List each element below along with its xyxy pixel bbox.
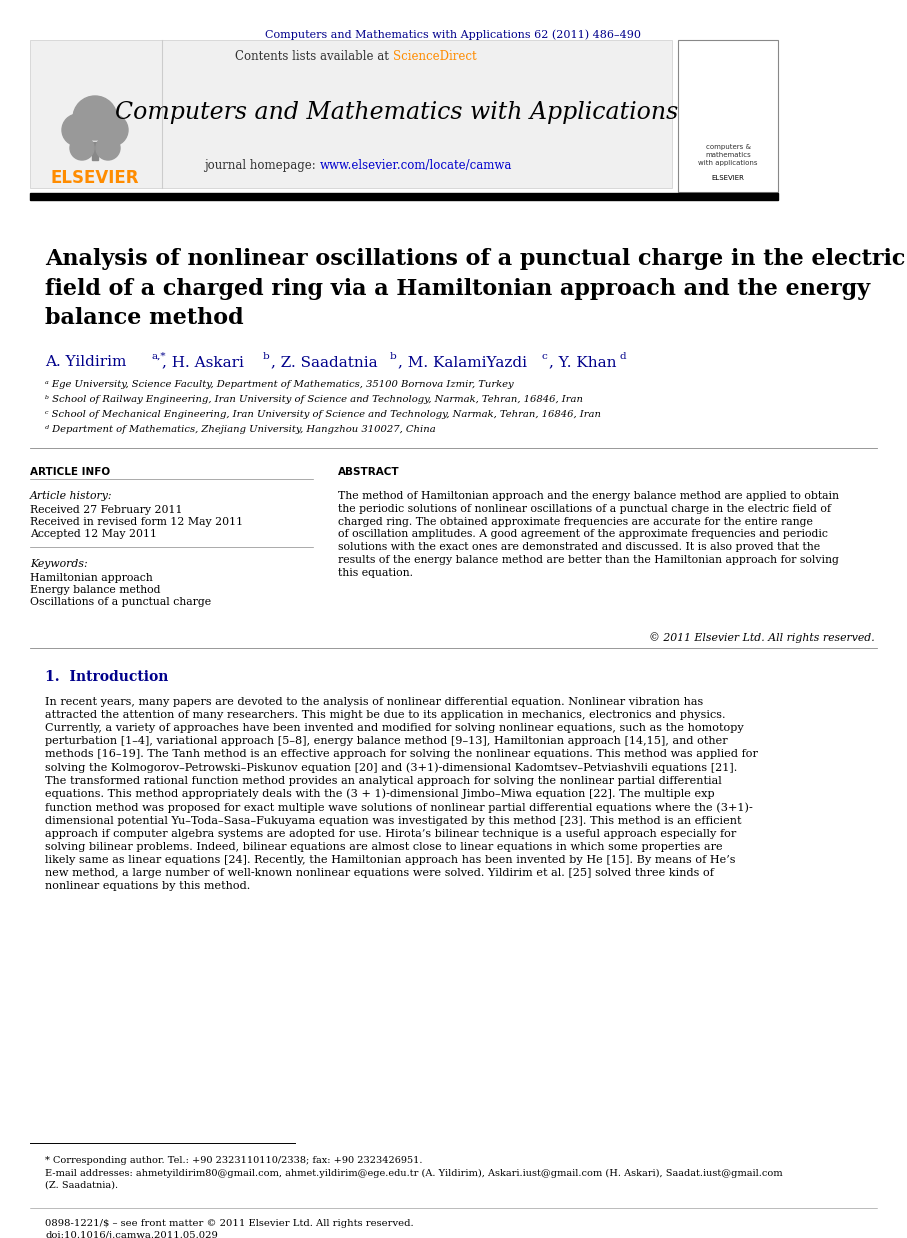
Text: b: b (263, 352, 269, 361)
Text: In recent years, many papers are devoted to the analysis of nonlinear differenti: In recent years, many papers are devoted… (45, 697, 758, 891)
Text: doi:10.1016/j.camwa.2011.05.029: doi:10.1016/j.camwa.2011.05.029 (45, 1231, 218, 1238)
Text: , H. Askari: , H. Askari (162, 355, 244, 369)
Circle shape (96, 114, 128, 146)
Text: * Corresponding author. Tel.: +90 2323110110/2338; fax: +90 2323426951.: * Corresponding author. Tel.: +90 232311… (45, 1156, 423, 1165)
FancyBboxPatch shape (30, 40, 672, 188)
Text: c: c (541, 352, 547, 361)
Text: E-mail addresses: ahmetyildirim80@gmail.com, ahmet.yildirim@ege.edu.tr (A. Yildi: E-mail addresses: ahmetyildirim80@gmail.… (45, 1169, 783, 1179)
Text: Received 27 February 2011: Received 27 February 2011 (30, 505, 182, 515)
Circle shape (62, 114, 94, 146)
Circle shape (73, 97, 117, 140)
Text: Accepted 12 May 2011: Accepted 12 May 2011 (30, 529, 157, 539)
Text: A. Yildirim: A. Yildirim (45, 355, 126, 369)
Text: Computers and Mathematics with Applications 62 (2011) 486–490: Computers and Mathematics with Applicati… (265, 30, 641, 41)
Text: Keywords:: Keywords: (30, 560, 88, 569)
Text: 1.  Introduction: 1. Introduction (45, 670, 169, 685)
Text: ᵇ School of Railway Engineering, Iran University of Science and Technology, Narm: ᵇ School of Railway Engineering, Iran Un… (45, 395, 583, 404)
Bar (92, 142, 98, 160)
Text: ELSEVIER: ELSEVIER (51, 170, 140, 187)
Text: , Z. Saadatnia: , Z. Saadatnia (271, 355, 377, 369)
Text: ᶜ School of Mechanical Engineering, Iran University of Science and Technology, N: ᶜ School of Mechanical Engineering, Iran… (45, 410, 601, 418)
Text: Computers and Mathematics with Applications: Computers and Mathematics with Applicati… (115, 100, 678, 124)
Text: ᵈ Department of Mathematics, Zhejiang University, Hangzhou 310027, China: ᵈ Department of Mathematics, Zhejiang Un… (45, 425, 435, 435)
Text: 0898-1221/$ – see front matter © 2011 Elsevier Ltd. All rights reserved.: 0898-1221/$ – see front matter © 2011 El… (45, 1219, 414, 1228)
Text: Oscillations of a punctual charge: Oscillations of a punctual charge (30, 597, 211, 607)
Text: © 2011 Elsevier Ltd. All rights reserved.: © 2011 Elsevier Ltd. All rights reserved… (649, 633, 875, 643)
Text: Contents lists available at: Contents lists available at (236, 51, 393, 63)
Bar (30, 193, 778, 201)
Text: ScienceDirect: ScienceDirect (393, 51, 476, 63)
Text: Article history:: Article history: (30, 491, 112, 501)
Text: b: b (390, 352, 396, 361)
Text: ᵃ Ege University, Science Faculty, Department of Mathematics, 35100 Bornova Izmi: ᵃ Ege University, Science Faculty, Depar… (45, 380, 513, 389)
Text: Analysis of nonlinear oscillations of a punctual charge in the electric
field of: Analysis of nonlinear oscillations of a … (45, 248, 905, 329)
Text: journal homepage:: journal homepage: (204, 158, 320, 172)
FancyBboxPatch shape (678, 40, 778, 192)
Text: d: d (620, 352, 627, 361)
Text: , Y. Khan: , Y. Khan (549, 355, 617, 369)
Circle shape (70, 136, 94, 160)
Text: Hamiltonian approach: Hamiltonian approach (30, 573, 152, 583)
Text: ELSEVIER: ELSEVIER (712, 175, 745, 181)
Text: ABSTRACT: ABSTRACT (338, 467, 400, 477)
Text: a,*: a,* (152, 352, 167, 361)
Text: The method of Hamiltonian approach and the energy balance method are applied to : The method of Hamiltonian approach and t… (338, 491, 839, 578)
Text: (Z. Saadatnia).: (Z. Saadatnia). (45, 1181, 118, 1190)
Text: computers &
mathematics
with applications: computers & mathematics with application… (698, 145, 757, 166)
Text: ARTICLE INFO: ARTICLE INFO (30, 467, 110, 477)
Text: , M. KalamiYazdi: , M. KalamiYazdi (398, 355, 527, 369)
Text: Received in revised form 12 May 2011: Received in revised form 12 May 2011 (30, 517, 243, 527)
Text: www.elsevier.com/locate/camwa: www.elsevier.com/locate/camwa (320, 158, 512, 172)
Text: Energy balance method: Energy balance method (30, 586, 161, 595)
Circle shape (96, 136, 120, 160)
